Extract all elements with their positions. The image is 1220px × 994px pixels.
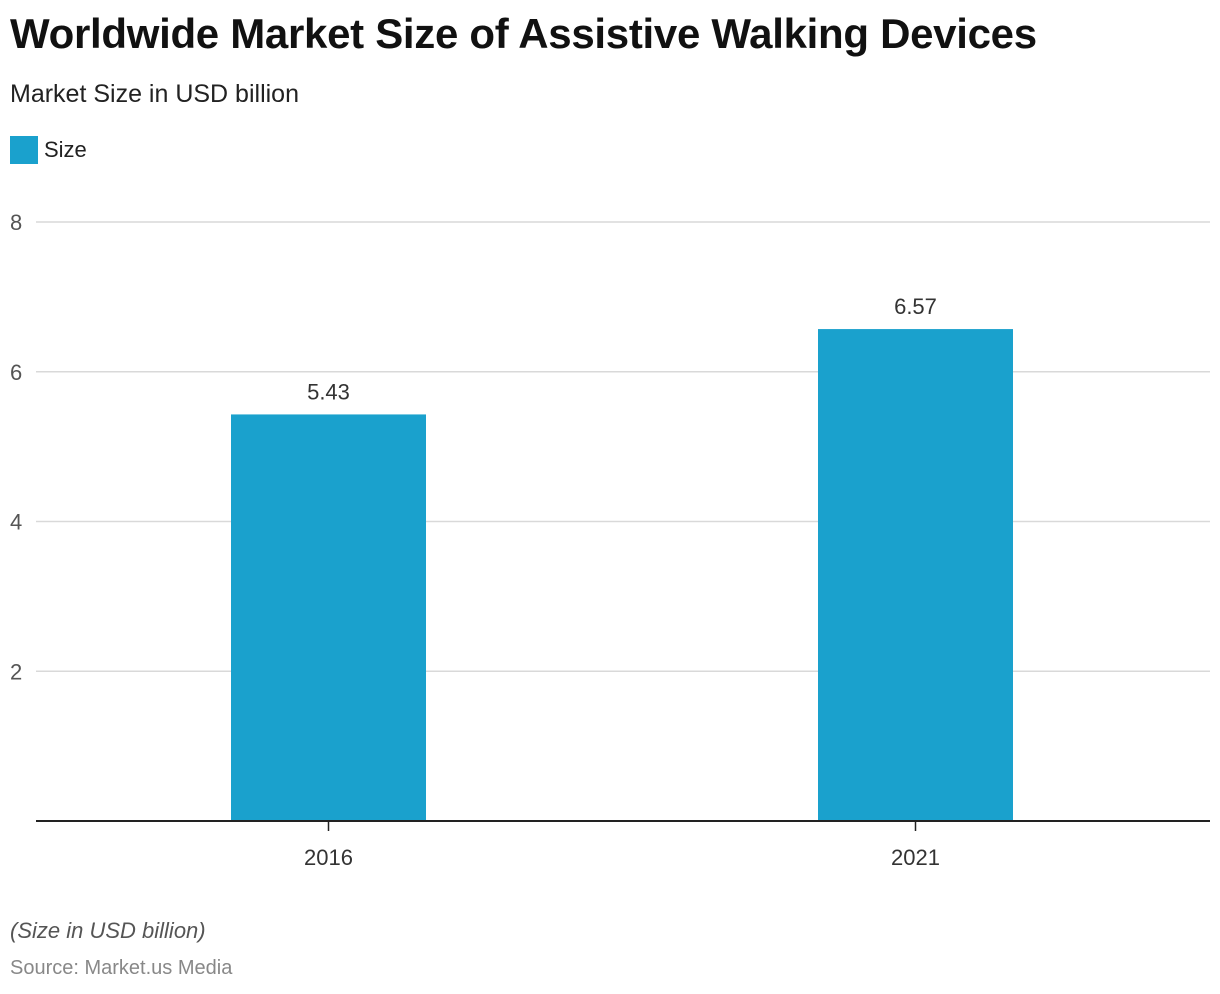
chart-source: Source: Market.us Media [10,957,233,979]
x-axis: 2016 2021 [36,820,1210,870]
chart-subtitle: Market Size in USD billion [10,80,299,108]
chart-note: (Size in USD billion) [10,918,206,943]
legend: Size [10,136,87,164]
bar-2016 [231,414,426,821]
y-tick-label-6: 6 [10,360,22,385]
y-tick-label-4: 4 [10,510,22,535]
bar-2021 [818,329,1013,821]
legend-label-size: Size [44,137,87,162]
data-label-2016: 5.43 [307,379,350,404]
y-tick-label-8: 8 [10,210,22,235]
chart-title: Worldwide Market Size of Assistive Walki… [10,10,1037,57]
data-labels: 5.43 6.57 [307,294,937,404]
gridlines [36,221,1210,672]
y-tick-label-2: 2 [10,659,22,684]
data-label-2021: 6.57 [894,294,937,319]
y-axis-ticks: 2 4 6 8 [10,210,22,684]
x-tick-label-2021: 2021 [891,845,940,870]
bars [231,329,1013,821]
legend-swatch-size [10,136,38,164]
x-tick-label-2016: 2016 [304,845,353,870]
